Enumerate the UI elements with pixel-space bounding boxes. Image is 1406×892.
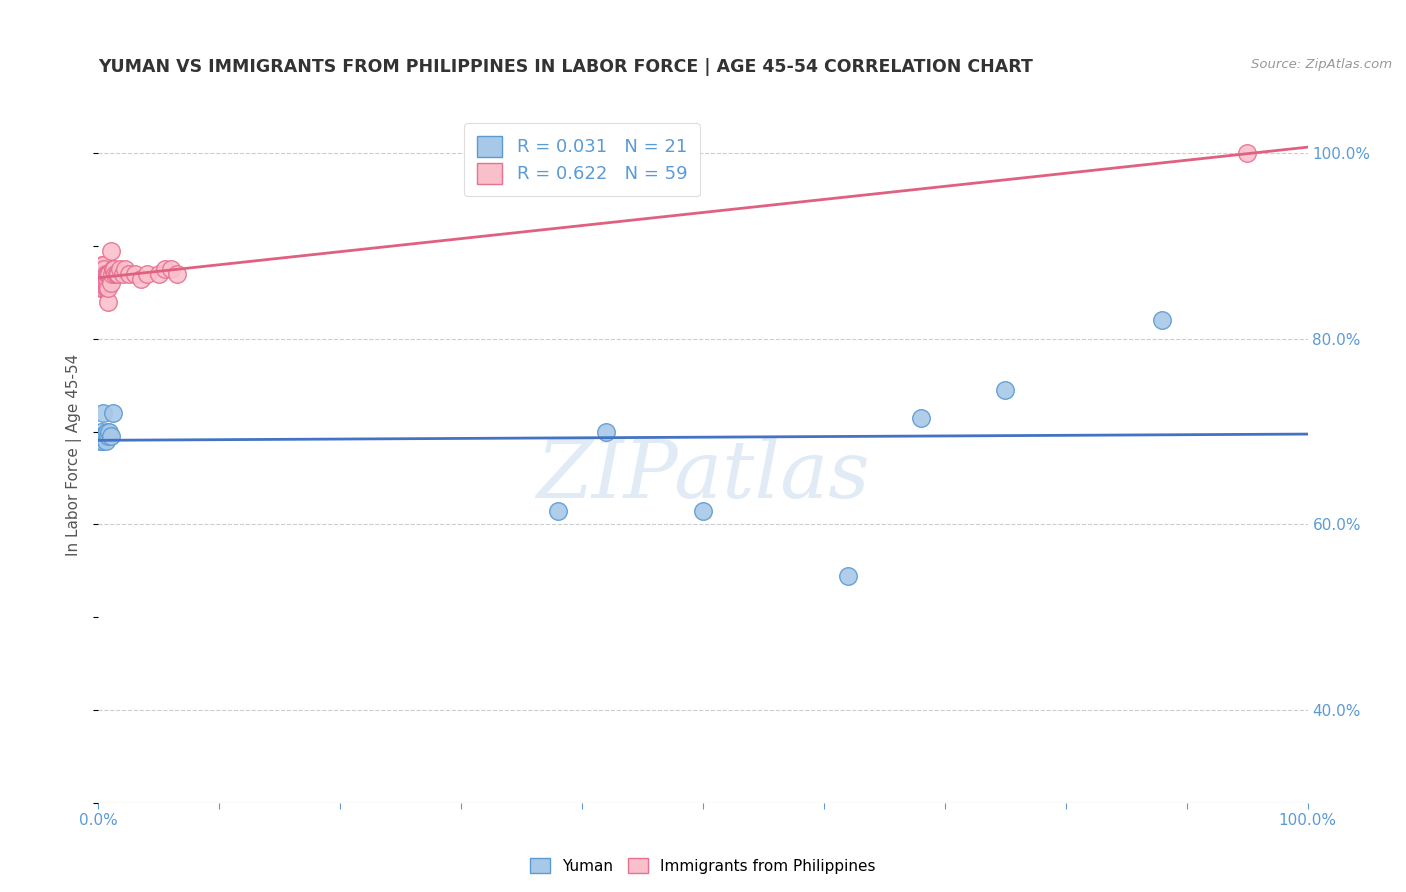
Point [90, 262, 112, 277]
Point [89, 434, 111, 448]
Point [89, 267, 111, 281]
Point [89, 277, 111, 291]
Point [90, 267, 112, 281]
Point [94, 434, 117, 448]
Point [96, 277, 118, 291]
Point [93, 277, 115, 291]
Point [91, 429, 114, 443]
Point [105, 267, 128, 281]
Point [100, 277, 122, 291]
Point [100, 267, 122, 281]
Point [91, 281, 114, 295]
Point [91, 262, 114, 277]
Point [994, 383, 1017, 397]
Point [96, 281, 118, 295]
Point [97, 294, 120, 309]
Point [1236, 146, 1258, 161]
Point [94, 277, 117, 291]
Point [94, 267, 117, 281]
Point [166, 267, 188, 281]
Point [118, 267, 141, 281]
Point [91, 277, 114, 291]
Legend: Yuman, Immigrants from Philippines: Yuman, Immigrants from Philippines [524, 852, 882, 880]
Point [101, 406, 124, 420]
Point [91, 267, 114, 281]
Point [90, 267, 112, 281]
Point [104, 267, 127, 281]
Point [135, 267, 157, 281]
Point [91, 258, 114, 272]
Point [91, 281, 114, 295]
Point [90, 281, 112, 295]
Text: Source: ZipAtlas.com: Source: ZipAtlas.com [1251, 58, 1392, 71]
Point [91, 267, 114, 281]
Point [90, 425, 112, 439]
Point [101, 262, 124, 277]
Point [89, 271, 111, 285]
Point [107, 267, 129, 281]
Point [91, 262, 114, 277]
Point [108, 262, 131, 277]
Point [98, 267, 121, 281]
Point [595, 425, 617, 439]
Point [129, 271, 152, 285]
Point [91, 434, 114, 448]
Point [837, 568, 859, 582]
Point [97, 281, 120, 295]
Point [114, 262, 136, 277]
Point [90, 429, 112, 443]
Point [160, 262, 183, 277]
Point [91, 271, 114, 285]
Point [1152, 313, 1174, 327]
Point [93, 429, 115, 443]
Point [96, 425, 118, 439]
Text: YUMAN VS IMMIGRANTS FROM PHILIPPINES IN LABOR FORCE | AGE 45-54 CORRELATION CHAR: YUMAN VS IMMIGRANTS FROM PHILIPPINES IN … [98, 58, 1033, 76]
Point [97, 429, 120, 443]
Point [91, 429, 114, 443]
Point [100, 244, 122, 258]
Y-axis label: In Labor Force | Age 45-54: In Labor Force | Age 45-54 [66, 354, 83, 556]
Point [91, 406, 114, 420]
Point [93, 262, 115, 277]
Point [153, 262, 176, 277]
Point [910, 410, 932, 425]
Point [93, 271, 115, 285]
Point [91, 277, 114, 291]
Point [91, 277, 114, 291]
Point [93, 267, 115, 281]
Text: ZIPatlas: ZIPatlas [536, 437, 870, 515]
Point [91, 258, 114, 272]
Point [148, 267, 170, 281]
Point [90, 262, 112, 277]
Point [97, 267, 120, 281]
Point [111, 267, 134, 281]
Point [90, 277, 112, 291]
Point [124, 267, 146, 281]
Point [96, 271, 118, 285]
Point [96, 267, 118, 281]
Point [100, 429, 122, 443]
Point [89, 262, 111, 277]
Point [547, 503, 569, 517]
Point [91, 271, 114, 285]
Point [692, 503, 714, 517]
Point [98, 425, 121, 439]
Legend: R = 0.031   N = 21, R = 0.622   N = 59: R = 0.031 N = 21, R = 0.622 N = 59 [464, 123, 700, 196]
Point [90, 271, 112, 285]
Point [103, 262, 125, 277]
Point [94, 281, 117, 295]
